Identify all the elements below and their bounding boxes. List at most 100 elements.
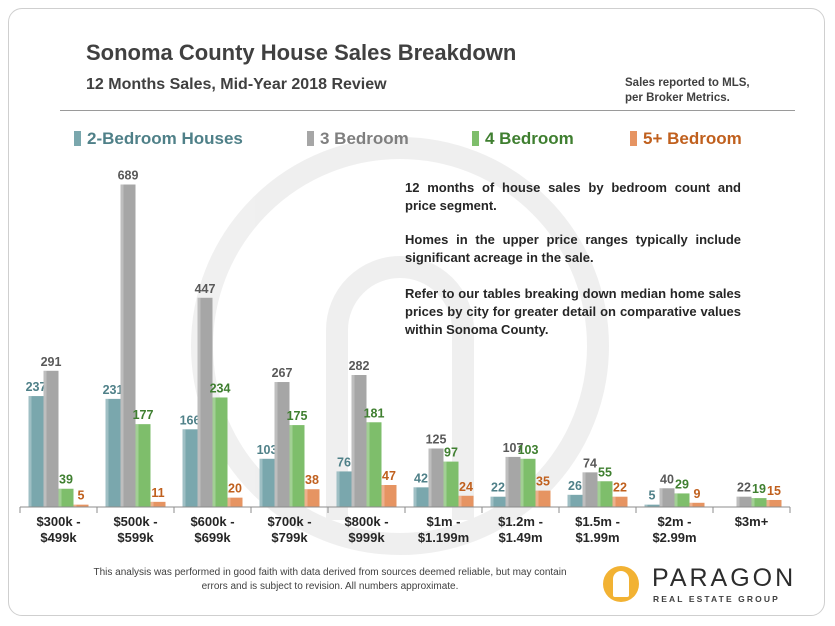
x-tick-label: $1.99m	[575, 530, 619, 545]
logo-tagline: REAL ESTATE GROUP	[653, 594, 780, 604]
bar	[135, 424, 151, 507]
bar	[413, 487, 429, 507]
x-axis-labels: $300k -$499k $500k -$599k $600k -$699k $700…	[36, 514, 768, 545]
header-divider	[60, 110, 795, 111]
data-label: 42	[414, 471, 428, 485]
data-label: 39	[59, 473, 73, 487]
paragon-logo-arch	[613, 571, 629, 597]
bar-highlight	[259, 458, 263, 507]
bar-highlight	[43, 370, 47, 507]
x-tick-label: $700k -	[267, 514, 311, 529]
bar	[304, 489, 320, 507]
bar	[659, 488, 675, 507]
x-tick-label: $1.2m -	[498, 514, 543, 529]
data-label: 47	[382, 469, 396, 483]
x-tick-label: $999k	[348, 530, 385, 545]
bar	[674, 493, 690, 507]
data-label: 20	[228, 482, 242, 496]
bar-highlight	[227, 497, 231, 507]
bar-highlight	[689, 502, 693, 507]
bar	[736, 496, 752, 507]
bar-highlight	[659, 488, 663, 507]
description-paragraph-2: Homes in the upper price ranges typicall…	[405, 232, 741, 265]
legend-item-5-bedroom: 5+ Bedroom	[630, 129, 742, 149]
data-label: 175	[287, 409, 308, 423]
bar-highlight	[766, 499, 770, 507]
bar-highlight	[458, 495, 462, 507]
data-label: 55	[598, 465, 612, 479]
bar-highlight	[150, 501, 154, 507]
data-label: 38	[305, 473, 319, 487]
data-label: 9	[694, 487, 701, 501]
x-tick-label: $300k -	[36, 514, 80, 529]
bar-highlight	[351, 375, 355, 507]
legend-label-5-bedroom: 5+ Bedroom	[643, 129, 742, 148]
data-label: 19	[752, 482, 766, 496]
bar-highlight	[612, 496, 616, 507]
data-label: 76	[337, 455, 351, 469]
bar-highlight	[105, 398, 109, 507]
x-tick-label: $800k -	[344, 514, 388, 529]
data-label: 97	[444, 446, 458, 460]
bar	[259, 458, 275, 507]
bar	[197, 297, 213, 507]
bar-highlight	[58, 488, 62, 507]
description-paragraph-3: Refer to our tables breaking down median…	[405, 286, 741, 337]
data-label: 231	[103, 383, 124, 397]
data-label: 181	[364, 406, 385, 420]
x-tick-label: $2.99m	[652, 530, 696, 545]
bar-highlight	[567, 494, 571, 507]
x-tick-label: $1m -	[427, 514, 461, 529]
source-note: Sales reported to MLS, per Broker Metric…	[625, 76, 750, 106]
data-label: 40	[660, 472, 674, 486]
legend-swatch-3-bedroom	[307, 131, 314, 146]
data-label: 234	[210, 381, 231, 395]
data-label: 5	[78, 489, 85, 503]
bar	[428, 448, 444, 507]
bar	[274, 382, 290, 507]
data-label: 35	[536, 475, 550, 489]
bar-highlight	[428, 448, 432, 507]
bar	[366, 422, 382, 507]
bar	[105, 398, 121, 507]
x-axis-ticks	[19, 507, 791, 513]
data-label: 103	[257, 443, 278, 457]
legend-swatch-2-bedroom	[74, 131, 81, 146]
data-label: 74	[583, 456, 597, 470]
data-label: 237	[26, 380, 47, 394]
description-paragraph-1: 12 months of house sales by bedroom coun…	[405, 180, 741, 213]
bar	[443, 461, 459, 507]
bar	[490, 496, 506, 507]
data-label: 5	[649, 489, 656, 503]
bar	[597, 481, 613, 507]
bar-highlight	[304, 489, 308, 507]
bar	[644, 504, 660, 507]
data-label: 29	[675, 477, 689, 491]
data-label: 11	[151, 486, 164, 500]
data-label: 291	[41, 355, 62, 369]
legend-label-3-bedroom: 3 Bedroom	[320, 129, 409, 148]
bar	[336, 471, 352, 507]
data-label: 24	[459, 480, 473, 494]
bar-highlight	[182, 429, 186, 507]
x-tick-label: $699k	[194, 530, 231, 545]
bar-highlight	[520, 458, 524, 507]
bar	[751, 498, 767, 507]
data-label: 177	[133, 408, 154, 422]
data-label: 166	[180, 413, 201, 427]
bar-highlight	[212, 397, 216, 507]
data-label: 689	[118, 169, 139, 183]
x-tick-label: $1.199m	[418, 530, 469, 545]
data-label: 103	[518, 443, 539, 457]
bar	[582, 472, 598, 507]
x-tick-label: $499k	[40, 530, 77, 545]
legend-item-2-bedroom: 2-Bedroom Houses	[74, 129, 243, 149]
bar	[520, 458, 536, 507]
chart-subtitle: 12 Months Sales, Mid-Year 2018 Review	[86, 76, 387, 93]
bar	[612, 496, 628, 507]
chart-title: Sonoma County House Sales Breakdown	[86, 40, 517, 65]
data-label: 22	[491, 481, 505, 495]
data-label: 107	[503, 441, 524, 455]
legend-label-2-bedroom: 2-Bedroom Houses	[87, 129, 243, 148]
